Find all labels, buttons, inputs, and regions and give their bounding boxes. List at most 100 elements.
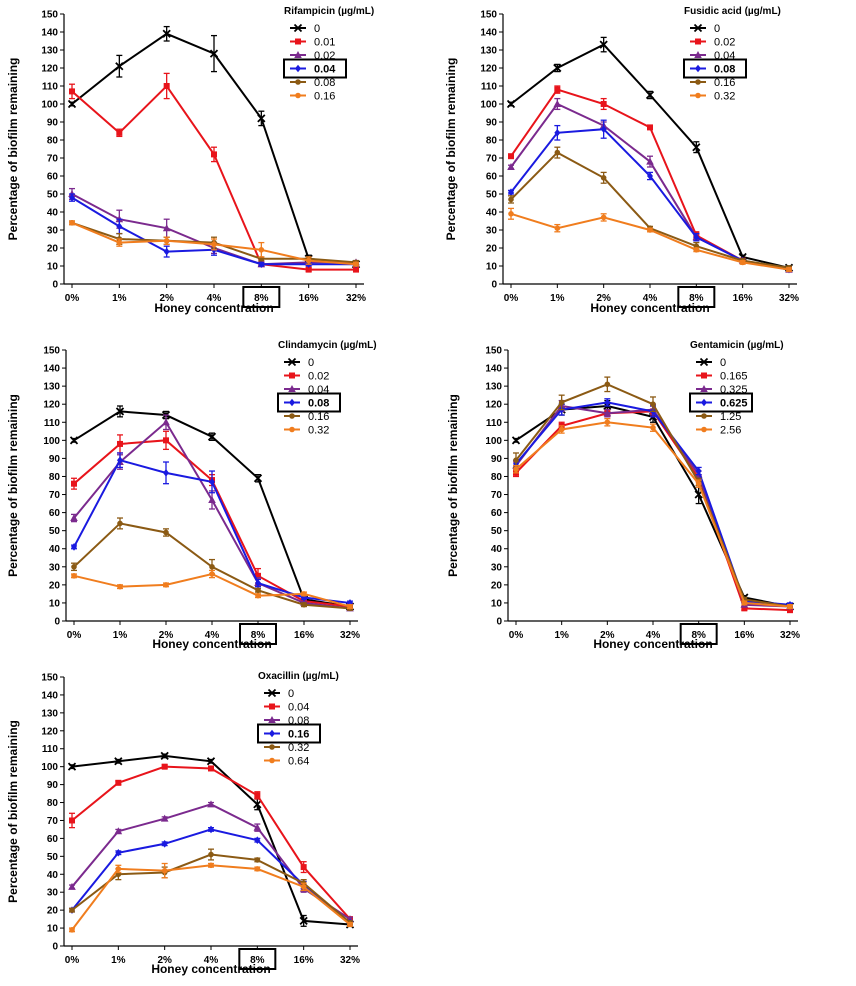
data-point	[300, 884, 307, 890]
y-tick-label: 110	[42, 82, 59, 93]
legend-swatch-marker	[295, 38, 301, 45]
data-point	[209, 478, 215, 486]
legend-swatch-marker	[293, 23, 303, 33]
x-tick-label: 32%	[780, 630, 800, 641]
y-tick-label: 100	[41, 762, 58, 773]
highlight-box-legend	[283, 58, 347, 79]
legend-swatch-marker	[701, 372, 707, 379]
x-axis-title: Honey concentration	[154, 301, 273, 315]
series-0.02	[71, 430, 353, 610]
data-point	[68, 882, 76, 890]
legend-title: Oxacillin (µg/mL)	[258, 671, 339, 682]
legend-swatch-marker	[695, 38, 701, 45]
y-tick-label: 10	[47, 924, 59, 935]
data-point	[353, 266, 359, 273]
data-point	[211, 151, 217, 158]
data-point	[208, 495, 216, 503]
y-tick-label: 90	[491, 454, 503, 465]
legend: Fusidic acid (µg/mL)00.020.040.080.160.3…	[683, 6, 781, 103]
legend-title: Fusidic acid (µg/mL)	[684, 6, 781, 17]
y-tick-label: 130	[480, 46, 497, 57]
series-0.04	[69, 763, 353, 923]
y-tick-label: 150	[43, 346, 60, 357]
y-tick-label: 110	[44, 418, 61, 429]
legend-title: Rifampicin (µg/mL)	[284, 6, 374, 17]
data-point	[209, 564, 215, 570]
y-tick-label: 100	[41, 100, 58, 111]
y-tick-label: 70	[49, 490, 61, 501]
series-line	[73, 420, 351, 610]
series-line	[510, 151, 790, 269]
y-tick-label: 40	[49, 544, 61, 555]
y-axis-title: Percentage of biofilm remaining	[444, 58, 458, 241]
legend: Rifampicin (µg/mL)00.010.020.040.080.16	[283, 6, 374, 103]
y-tick-label: 0	[52, 942, 58, 953]
data-point	[71, 543, 77, 551]
data-point	[693, 233, 700, 241]
y-tick-label: 30	[491, 562, 503, 573]
data-point	[67, 762, 77, 771]
x-axis-title: Honey concentration	[152, 637, 271, 651]
y-tick-label: 70	[491, 490, 503, 501]
y-tick-label: 50	[491, 526, 503, 537]
x-tick-label: 4%	[205, 630, 220, 641]
legend-swatch-marker	[701, 426, 707, 433]
data-point	[255, 587, 261, 594]
x-tick-label: 2%	[159, 630, 174, 641]
y-tick-label: 90	[486, 118, 498, 129]
legend-label: 0	[308, 357, 314, 369]
x-tick-label: 4%	[207, 293, 222, 304]
x-tick-label: 2%	[157, 955, 172, 966]
y-tick-label: 80	[49, 472, 61, 483]
data-point	[301, 601, 307, 608]
data-point	[305, 257, 312, 264]
legend-label: 0.32	[288, 742, 309, 754]
data-point	[163, 582, 169, 588]
data-point	[71, 480, 77, 487]
data-point	[650, 424, 656, 431]
legend-label: 0.165	[720, 371, 748, 383]
data-point	[300, 864, 307, 871]
series-2.56	[513, 418, 793, 610]
legend-label: 0.16	[714, 77, 735, 89]
y-tick-label: 150	[485, 346, 502, 357]
series-0	[67, 751, 355, 929]
legend-swatch-marker	[267, 688, 277, 698]
data-point	[600, 214, 607, 221]
y-tick-label: 80	[491, 472, 503, 483]
data-point	[161, 839, 168, 848]
data-point	[161, 867, 168, 874]
x-tick-label: 8%	[689, 293, 704, 304]
series-line	[71, 864, 351, 931]
legend-label: 0	[720, 357, 726, 369]
data-point	[115, 407, 125, 416]
data-point	[117, 520, 123, 527]
legend-label: 0.32	[308, 425, 329, 437]
data-point	[739, 259, 746, 266]
x-tick-label: 0%	[67, 630, 82, 641]
y-tick-label: 40	[47, 870, 59, 881]
data-point	[693, 247, 700, 253]
data-point	[507, 163, 515, 170]
data-point	[116, 129, 123, 136]
y-axis-title: Percentage of biofilm remaining	[6, 58, 20, 241]
series-0	[506, 36, 794, 272]
data-point	[163, 529, 169, 536]
data-point	[253, 474, 263, 483]
data-point	[257, 114, 266, 123]
data-point	[254, 866, 261, 872]
data-point	[646, 157, 654, 165]
legend-swatch-marker	[294, 51, 302, 58]
y-tick-label: 120	[41, 64, 58, 75]
x-tick-label: 1%	[112, 293, 127, 304]
y-tick-label: 20	[47, 244, 59, 255]
series-0.16	[69, 220, 359, 268]
data-point	[513, 466, 519, 473]
y-tick-label: 70	[47, 816, 59, 827]
y-tick-label: 140	[41, 690, 58, 701]
data-point	[603, 409, 612, 417]
legend-label: 0.16	[314, 91, 335, 103]
legend-swatch-marker	[269, 729, 275, 738]
chart-panel-1: 0 10 20 30 40 50 60 70 80 90 100 110 120 130 140 150 0% 1…	[6, 6, 374, 315]
y-tick-label: 110	[42, 744, 59, 755]
